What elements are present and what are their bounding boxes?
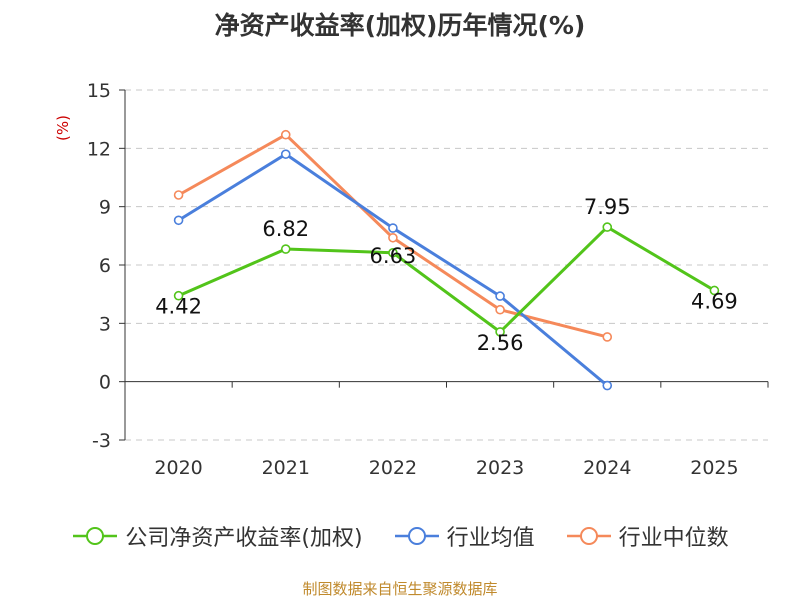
legend-label: 行业均值 [446, 526, 535, 551]
data-point [495, 291, 505, 301]
data-label: 6.63 [370, 244, 417, 268]
data-point [709, 285, 720, 296]
data-point [280, 244, 291, 254]
data-point [280, 129, 291, 140]
data-label: 4.42 [155, 295, 202, 319]
legend-label: 公司净资产收益率(加权) [125, 526, 363, 551]
source-note: 制图数据来自恒生聚源数据库 [302, 580, 498, 598]
data-point [173, 215, 184, 226]
data-point [173, 290, 184, 301]
series-lines [177, 133, 716, 387]
legend-item[interactable]: 行业中位数 [565, 520, 729, 552]
legend-item[interactable]: 行业均值 [393, 520, 535, 552]
legend-item[interactable]: 公司净资产收益率(加权) [71, 520, 363, 552]
y-tick-label: 15 [87, 80, 111, 102]
y-tick-label: 0 [99, 372, 111, 394]
chart-title: 净资产收益率(加权)历年情况(%) [214, 11, 586, 40]
data-label: 4.69 [691, 289, 738, 313]
data-point [602, 380, 613, 391]
legend-label: 行业中位数 [618, 526, 729, 551]
axes: -3 0 3 6 9 12 15 2020 2021 2022 2023 2024 2025 [87, 80, 769, 479]
series-line [177, 225, 716, 334]
y-tick-label: 3 [99, 313, 111, 335]
x-tick-label: 2021 [262, 457, 310, 479]
data-point [388, 223, 398, 233]
series-line [177, 152, 609, 387]
data-point [388, 232, 398, 243]
data-labels: 4.42 6.82 6.63 2.56 7.95 4.69 [155, 195, 738, 355]
legend-swatch-icon [73, 527, 118, 545]
y-axis-label: (%) [54, 115, 72, 141]
legend-swatch-icon [394, 527, 439, 545]
data-label: 2.56 [477, 331, 524, 355]
data-point [388, 247, 398, 258]
legend-swatch-icon [566, 527, 611, 545]
grid-lines [125, 89, 768, 441]
x-tick-label: 2023 [476, 457, 524, 479]
y-tick-label: 6 [99, 255, 111, 277]
legend: 公司净资产收益率(加权) 行业均值 行业中位数 [0, 516, 800, 556]
y-tick-label: 12 [87, 138, 111, 160]
data-points [173, 129, 720, 391]
x-tick-label: 2020 [154, 457, 202, 479]
data-label: 6.82 [262, 217, 309, 241]
data-point [280, 149, 291, 159]
data-point [602, 222, 613, 232]
x-tick-label: 2022 [369, 457, 417, 479]
data-point [495, 327, 505, 337]
data-label: 7.95 [584, 195, 631, 219]
data-point [602, 332, 613, 342]
data-point [173, 190, 184, 200]
x-tick-label: 2024 [583, 457, 631, 479]
y-tick-label: -3 [92, 430, 111, 452]
x-tick-label: 2025 [690, 457, 738, 479]
data-point [495, 304, 505, 315]
y-tick-label: 9 [99, 197, 111, 219]
